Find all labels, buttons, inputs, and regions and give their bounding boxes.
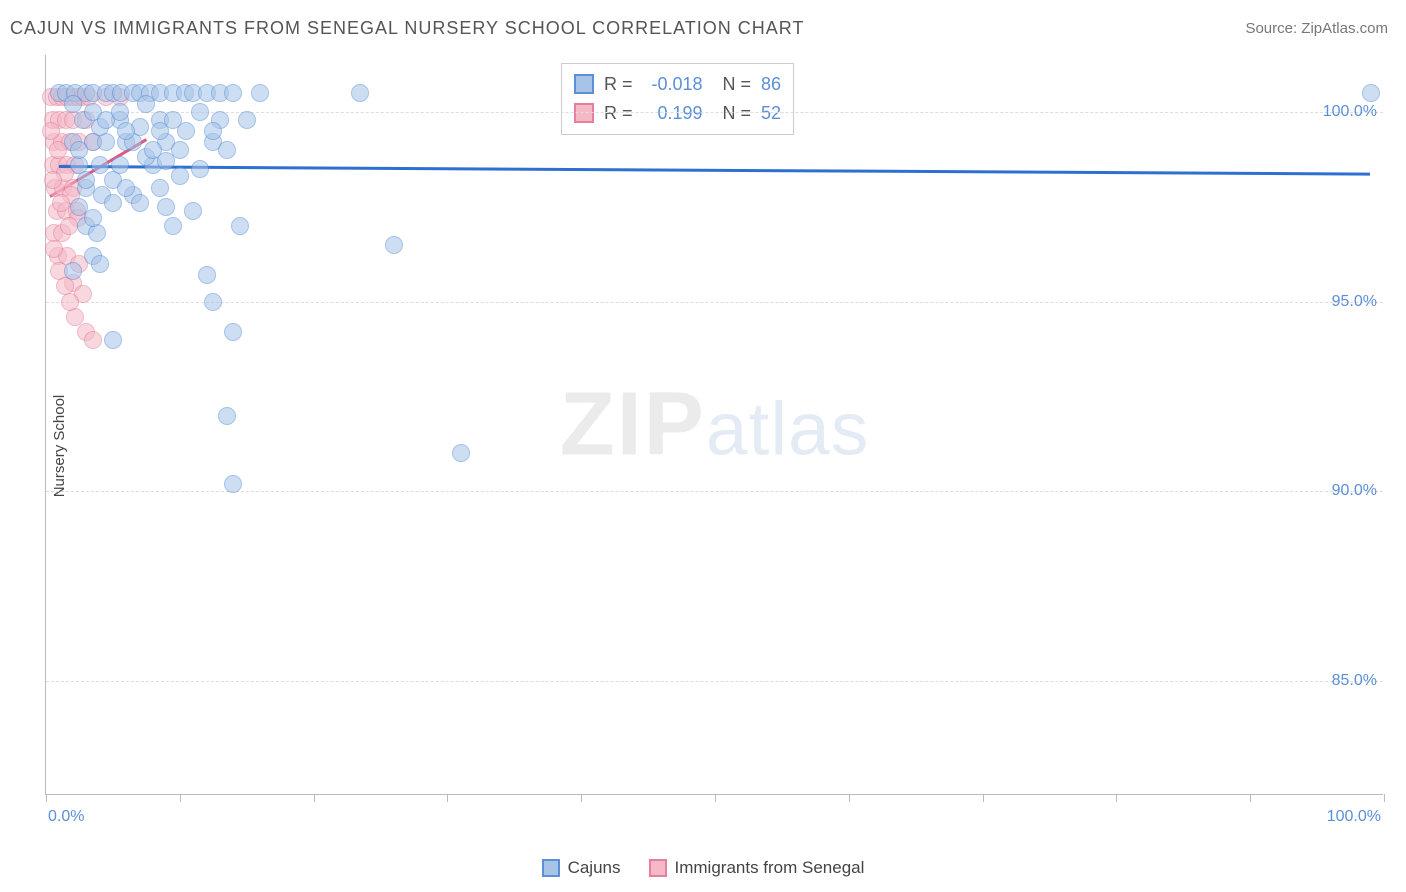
- legend-swatch: [542, 859, 560, 877]
- data-point: [91, 156, 109, 174]
- data-point: [111, 103, 129, 121]
- bottom-legend-item: Cajuns: [542, 858, 621, 878]
- data-point: [224, 323, 242, 341]
- y-tick-label: 100.0%: [1323, 103, 1377, 121]
- legend-swatch: [574, 103, 594, 123]
- x-tick-label-max: 100.0%: [1327, 808, 1381, 826]
- data-point: [151, 179, 169, 197]
- data-point: [70, 141, 88, 159]
- data-point: [1362, 84, 1380, 102]
- data-point: [131, 194, 149, 212]
- data-point: [198, 266, 216, 284]
- chart-title: CAJUN VS IMMIGRANTS FROM SENEGAL NURSERY…: [10, 18, 804, 39]
- r-value: 0.199: [643, 99, 703, 128]
- data-point: [191, 103, 209, 121]
- data-point: [351, 84, 369, 102]
- data-point: [84, 209, 102, 227]
- r-label: R =: [604, 70, 633, 99]
- data-point: [157, 198, 175, 216]
- data-point: [204, 293, 222, 311]
- bottom-legend-item: Immigrants from Senegal: [649, 858, 865, 878]
- r-label: R =: [604, 99, 633, 128]
- r-value: -0.018: [643, 70, 703, 99]
- legend-label: Cajuns: [568, 858, 621, 878]
- data-point: [52, 194, 70, 212]
- watermark-zip: ZIP: [560, 373, 706, 476]
- n-label: N =: [723, 70, 752, 99]
- data-point: [64, 262, 82, 280]
- n-value: 86: [761, 70, 781, 99]
- data-point: [77, 171, 95, 189]
- data-point: [45, 240, 63, 258]
- data-point: [91, 255, 109, 273]
- data-point: [171, 141, 189, 159]
- grid-line: [46, 681, 1383, 682]
- x-tick: [314, 794, 315, 802]
- data-point: [184, 202, 202, 220]
- data-point: [251, 84, 269, 102]
- data-point: [42, 122, 60, 140]
- bottom-legend: Cajuns Immigrants from Senegal: [0, 858, 1406, 878]
- n-value: 52: [761, 99, 781, 128]
- x-tick: [1250, 794, 1251, 802]
- data-point: [224, 84, 242, 102]
- watermark-atlas: atlas: [706, 385, 869, 471]
- x-tick: [46, 794, 47, 802]
- x-tick: [715, 794, 716, 802]
- data-point: [238, 111, 256, 129]
- plot-area: ZIP atlas R = -0.018 N = 86R = 0.199 N = 52 0.…: [45, 55, 1383, 795]
- chart-container: CAJUN VS IMMIGRANTS FROM SENEGAL NURSERY…: [0, 0, 1406, 892]
- watermark: ZIP atlas: [560, 373, 869, 476]
- data-point: [218, 407, 236, 425]
- data-point: [218, 141, 236, 159]
- stats-legend-row: R = -0.018 N = 86: [574, 70, 781, 99]
- y-tick-label: 90.0%: [1332, 482, 1377, 500]
- source-label: Source: ZipAtlas.com: [1245, 20, 1388, 37]
- data-point: [44, 171, 62, 189]
- data-point: [60, 217, 78, 235]
- x-tick-label-min: 0.0%: [48, 808, 84, 826]
- stats-legend-row: R = 0.199 N = 52: [574, 99, 781, 128]
- y-tick-label: 85.0%: [1332, 672, 1377, 690]
- x-tick: [1116, 794, 1117, 802]
- n-label: N =: [723, 99, 752, 128]
- legend-swatch: [649, 859, 667, 877]
- data-point: [204, 122, 222, 140]
- data-point: [171, 167, 189, 185]
- data-point: [104, 194, 122, 212]
- grid-line: [46, 491, 1383, 492]
- data-point: [224, 475, 242, 493]
- data-point: [385, 236, 403, 254]
- data-point: [191, 160, 209, 178]
- data-point: [84, 331, 102, 349]
- trend-line: [59, 165, 1370, 176]
- data-point: [137, 95, 155, 113]
- data-point: [231, 217, 249, 235]
- x-tick: [849, 794, 850, 802]
- y-tick-label: 95.0%: [1332, 293, 1377, 311]
- data-point: [117, 122, 135, 140]
- x-tick: [581, 794, 582, 802]
- stats-legend-box: R = -0.018 N = 86 R = 0.199 N = 52: [561, 63, 794, 135]
- data-point: [117, 179, 135, 197]
- data-point: [177, 122, 195, 140]
- x-tick: [983, 794, 984, 802]
- grid-line: [46, 302, 1383, 303]
- data-point: [104, 331, 122, 349]
- legend-label: Immigrants from Senegal: [675, 858, 865, 878]
- x-tick: [180, 794, 181, 802]
- legend-swatch: [574, 74, 594, 94]
- x-tick: [447, 794, 448, 802]
- x-tick: [1384, 794, 1385, 802]
- data-point: [164, 217, 182, 235]
- data-point: [452, 444, 470, 462]
- data-point: [61, 293, 79, 311]
